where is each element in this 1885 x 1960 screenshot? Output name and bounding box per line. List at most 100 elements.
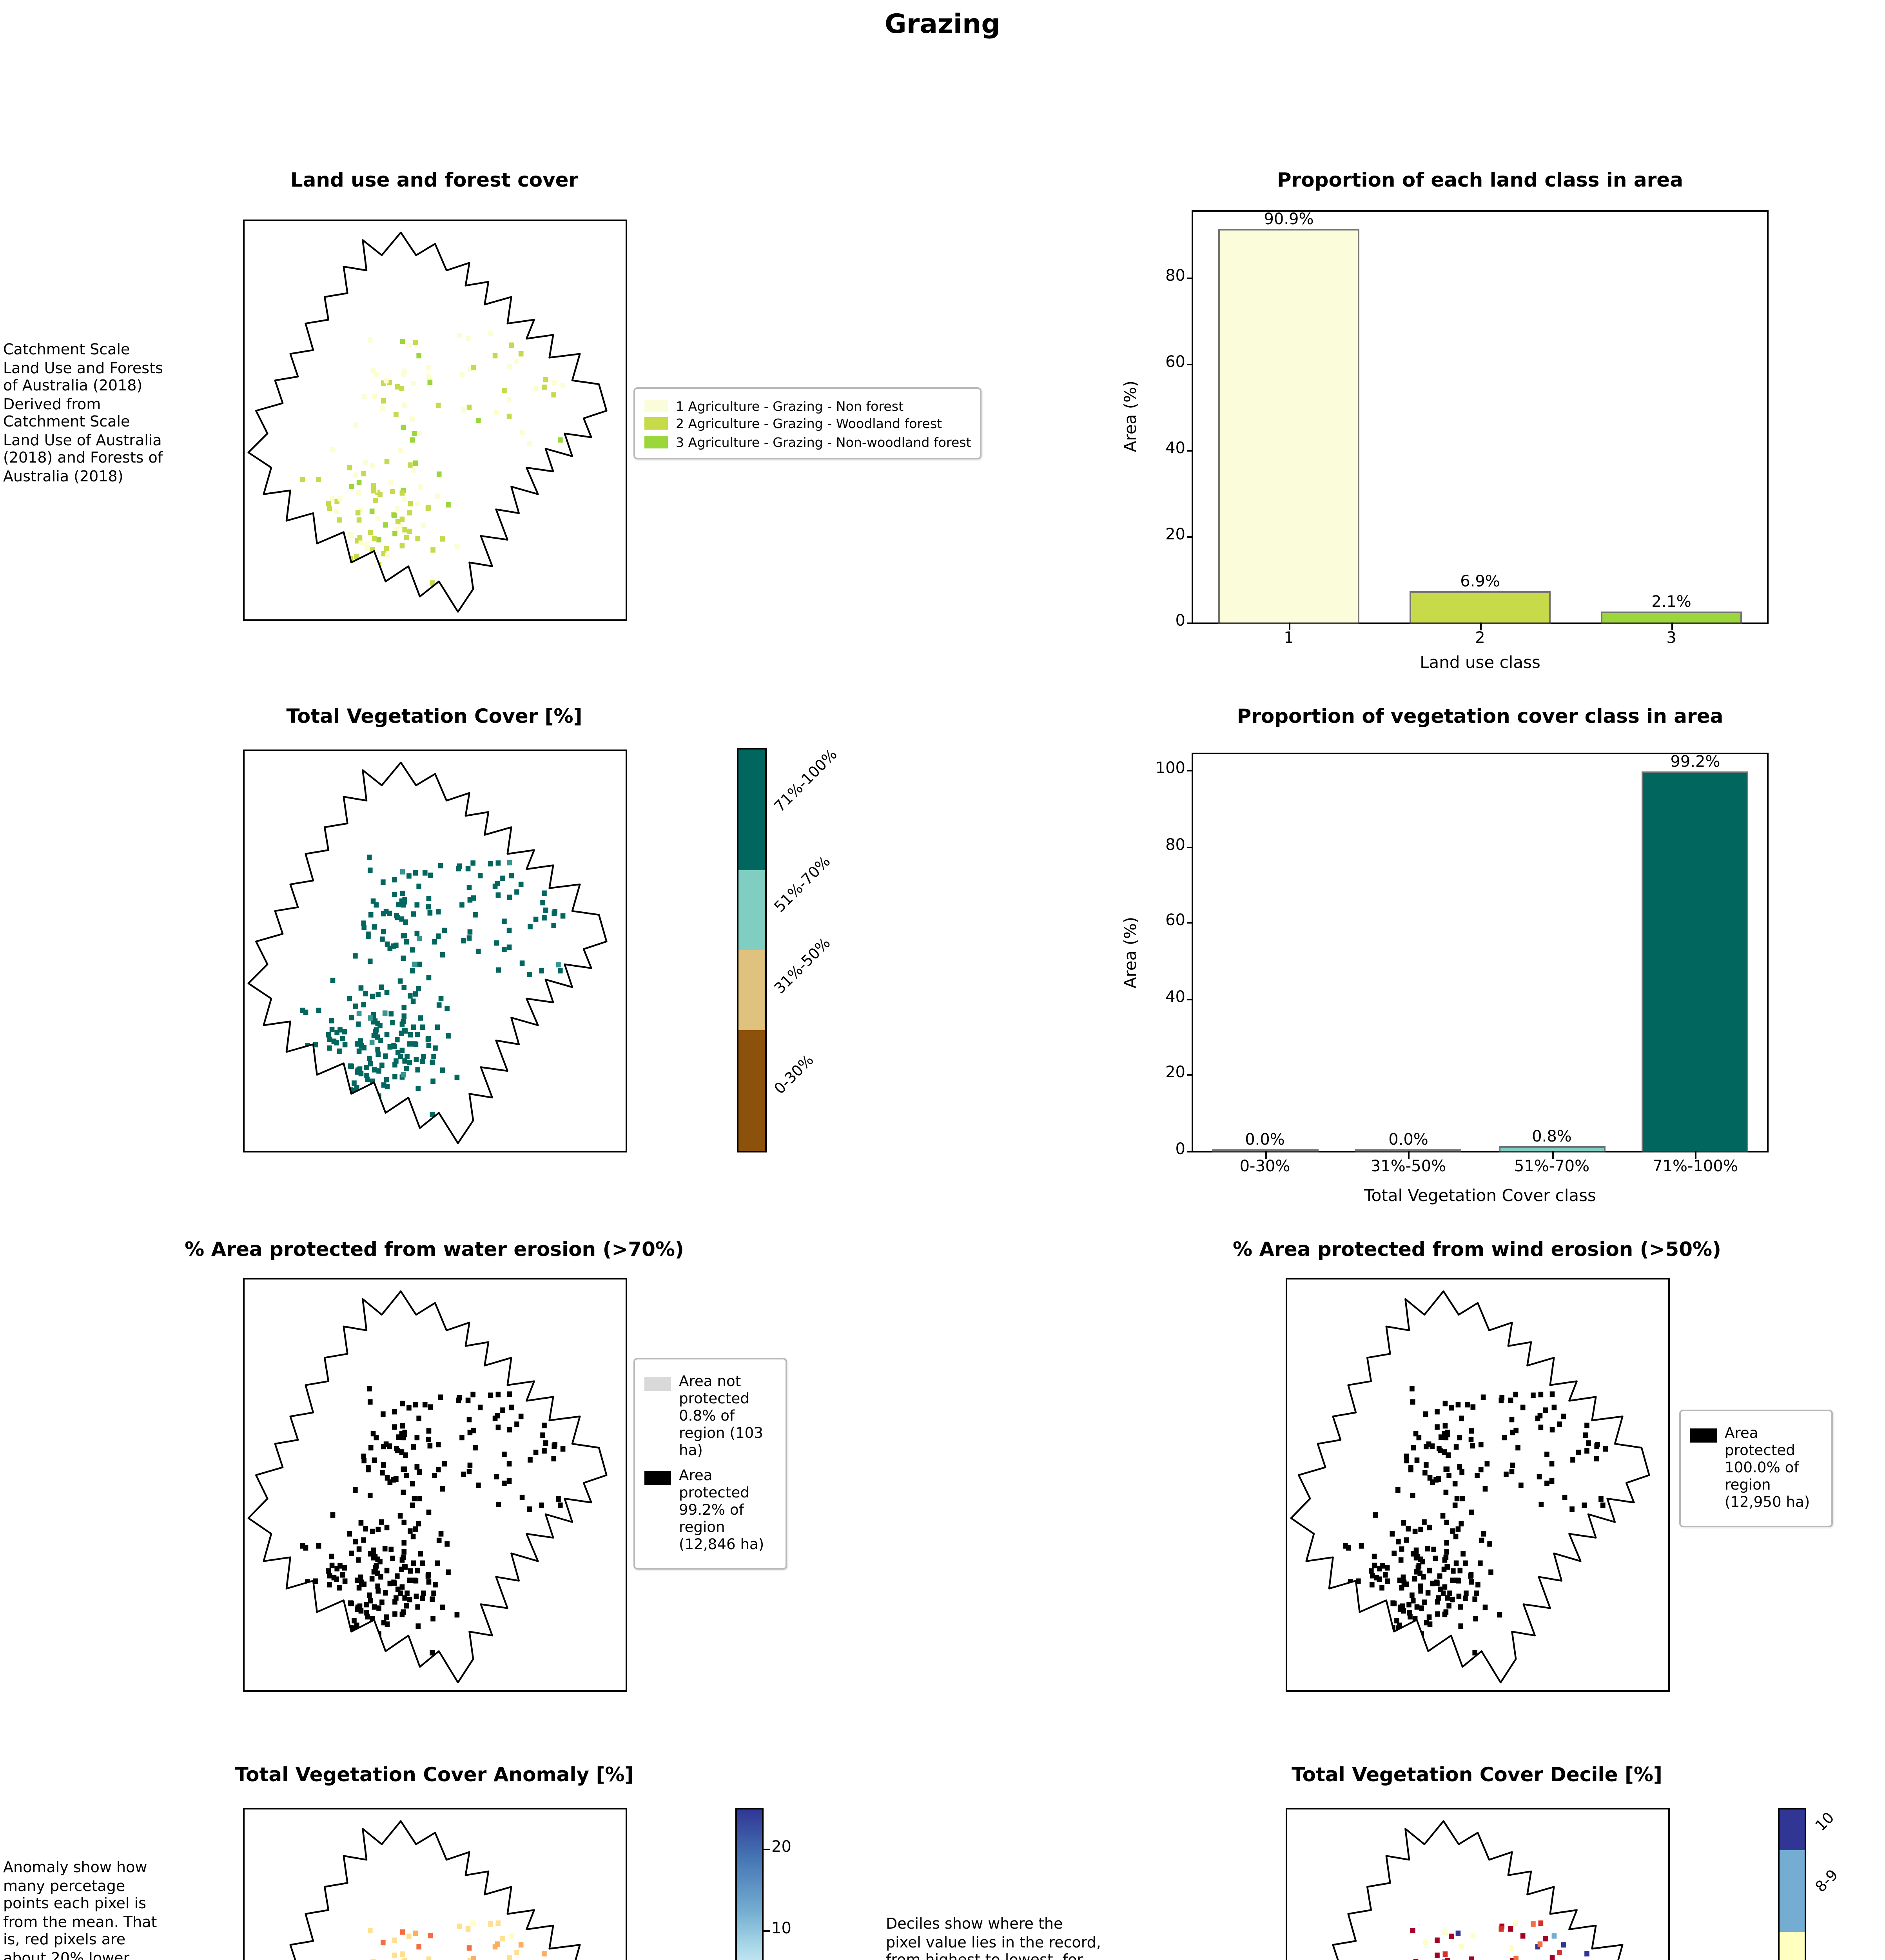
ytick: 0 [1175,613,1186,630]
xmark [1552,1151,1553,1158]
panel-title-veg-cover: Total Vegetation Cover [%] [286,704,582,728]
ymark [1186,536,1193,537]
veg-cover-colorbar [737,748,767,1152]
xtick: 31%-50% [1370,1159,1446,1176]
veg-cover-map [243,750,627,1152]
catchment-boundary [1291,1291,1649,1682]
wind-erosion-map [1286,1278,1670,1692]
ymark [1186,450,1193,451]
bar [1218,229,1359,624]
catchment-boundary [249,1821,607,1960]
catchment-map-svg [1287,1279,1668,1690]
catchment-map-svg [245,1809,626,1960]
land-use-map [243,220,627,621]
ytick: 20 [1165,1065,1185,1083]
bar [1601,612,1742,624]
water-erosion-map [243,1278,627,1692]
catchment-map-svg [245,751,626,1151]
bar [1410,591,1551,624]
blabel: 99.2% [1670,753,1720,771]
bar [1499,1146,1605,1152]
page-title: Grazing [884,9,1001,41]
xmark [1480,622,1481,630]
ymark [1186,622,1193,623]
legend-swatch [644,1470,671,1485]
colorbar-label: 71%-100% [771,746,841,816]
ymark [1186,769,1193,771]
ytick: 0 [1175,1142,1186,1159]
blabel: 0.8% [1532,1128,1572,1146]
colorbar-segment [738,750,765,870]
ytick: 60 [1165,354,1185,372]
xmark [1408,1151,1409,1158]
catchment-boundary [249,762,607,1143]
colorbar-segment [738,870,765,950]
y-axis-label: Area (%) [1122,916,1141,989]
legend-label: Area protected 100.0% of region (12,950 … [1725,1425,1810,1512]
ytick: 40 [1165,441,1185,458]
colorbar-tick: 20 [763,1839,791,1857]
legend-swatch [644,435,668,448]
colorbar-label: 10 [1812,1809,1838,1835]
legend-item: Area protected 99.2% of region (12,846 h… [644,1468,776,1554]
wind-erosion-legend: Area protected 100.0% of region (12,950 … [1679,1410,1833,1527]
catchment-boundary [249,232,607,612]
xtick: 1 [1284,630,1294,648]
colorbar-label: 0-30% [771,1052,818,1098]
ytick: 100 [1155,760,1185,778]
ymark [1186,922,1193,923]
colorbar-segment [1780,1850,1805,1931]
legend-swatch [644,399,668,412]
ymark [1186,998,1193,999]
legend-item: 1 Agriculture - Grazing - Non forest [644,397,971,413]
xmark [1289,622,1290,630]
catchment-map-svg [1287,1809,1668,1960]
panel-title-wind-erosion: % Area protected from wind erosion (>50%… [1232,1237,1721,1261]
legend-item: 2 Agriculture - Grazing - Woodland fores… [644,416,971,431]
colorbar-segment [1780,1809,1805,1850]
land-class-bar-chart: 0 20 40 60 80 90.9% 1 6.9% 2 2.1% 3 [1165,210,1769,648]
x-axis-label: Total Vegetation Cover class [1364,1187,1596,1206]
land-use-note: Catchment Scale Land Use and Forests of … [3,342,163,485]
blabel: 90.9% [1264,211,1314,229]
ymark [1186,363,1193,365]
ymark [1186,846,1193,847]
catchment-boundary [249,1291,607,1682]
anomaly-map [243,1808,627,1960]
x-axis-label: Land use class [1420,654,1540,673]
legend-item: Area not protected 0.8% of region (103 h… [644,1374,776,1460]
anomaly-colorbar [735,1808,764,1960]
panel-title-water-erosion: % Area protected from water erosion (>70… [185,1237,684,1261]
xtick: 3 [1666,630,1676,648]
blabel: 6.9% [1460,573,1500,591]
xtick: 51%-70% [1514,1159,1590,1176]
legend-swatch [1690,1428,1717,1443]
catchment-boundary [1291,1821,1649,1960]
legend-swatch [644,1376,671,1391]
panel-title-land-class-chart: Proportion of each land class in area [1277,168,1683,191]
legend-item: Area protected 100.0% of region (12,950 … [1690,1425,1822,1512]
xmark [1671,622,1672,630]
blabel: 0.0% [1245,1131,1285,1149]
panel-title-anomaly: Total Vegetation Cover Anomaly [%] [235,1762,634,1786]
legend-item: 3 Agriculture - Grazing - Non-woodland f… [644,434,971,449]
ymark [1186,1074,1193,1075]
xmark [1695,1151,1696,1158]
legend-label: Area protected 99.2% of region (12,846 h… [679,1468,764,1554]
veg-class-bar-chart: 0 20 40 60 80 100 0.0% 0-30% 0.0% 31%-50% 0.8% 51%-… [1156,753,1769,1176]
xmark [1265,1151,1266,1158]
ytick: 60 [1165,913,1185,931]
legend-swatch [644,417,668,430]
decile-map [1286,1808,1670,1960]
ytick: 80 [1165,837,1185,854]
ytick: 40 [1165,989,1185,1007]
colorbar-label: 8-9 [1812,1867,1842,1896]
decile-colorbar [1778,1808,1806,1960]
catchment-map-svg [245,221,626,619]
legend-label: Area not protected 0.8% of region (103 h… [679,1374,763,1460]
xtick: 2 [1475,630,1485,648]
colorbar-label: 31%-50% [771,935,835,998]
bar [1642,771,1749,1152]
blabel: 2.1% [1651,593,1691,611]
